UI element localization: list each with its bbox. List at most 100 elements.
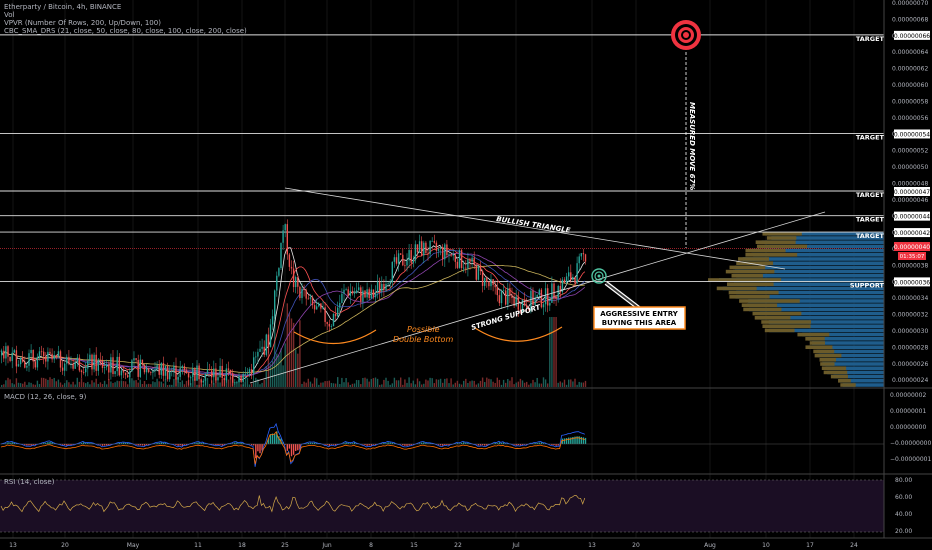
volume-bar — [185, 380, 188, 387]
macd-bar — [523, 444, 526, 445]
candle-body — [332, 313, 335, 327]
candle-body — [116, 356, 118, 372]
macd-bar — [477, 444, 480, 446]
candle-body — [366, 289, 368, 298]
time-axis[interactable]: 13 20 May 11 18 25 Jun 8 15 22 Jul 13 20 Aug 10 17 24 — [9, 542, 858, 549]
volume-bar — [544, 379, 547, 387]
legend-symbol[interactable]: Etherparty / Bitcoin, 4h, BINANCE — [4, 3, 122, 11]
level-price-tag — [894, 187, 930, 196]
macd-bar — [574, 436, 576, 444]
vp-bar — [736, 274, 884, 278]
rsi-legend[interactable]: RSI (14, close) — [4, 478, 55, 486]
legend-vol[interactable]: Vol — [4, 11, 15, 19]
volume-bar — [488, 378, 490, 387]
volume-bar — [364, 377, 366, 387]
candle-body — [582, 253, 585, 255]
volume-bar — [475, 384, 477, 387]
volume-bar — [246, 377, 249, 387]
legend-vpvr[interactable]: VPVR (Number Of Rows, 200, Up/Down, 100) — [4, 19, 161, 27]
candle-body — [496, 287, 498, 296]
macd-bar — [486, 444, 488, 446]
macd-axis[interactable]: 0.00000002 0.00000001 0.00000000 −0.0000000… — [890, 392, 931, 463]
macd-bar — [24, 444, 26, 445]
current-price-tag: 0.00000040 01:35:07 — [894, 242, 930, 260]
vp-bar-up — [736, 261, 774, 265]
rsi-axis[interactable]: 80.00 60.00 40.00 20.00 — [895, 477, 912, 535]
rsi-pane[interactable] — [0, 479, 884, 533]
candle-body — [490, 279, 492, 287]
level-price-tag — [894, 277, 930, 287]
vp-bar — [748, 299, 884, 303]
volume-bar — [82, 382, 85, 387]
macd-bar — [91, 443, 93, 444]
candle-body — [183, 366, 186, 371]
candle-body — [488, 281, 490, 287]
volume-bar — [271, 360, 274, 387]
macd-bar — [64, 444, 66, 446]
price-axis[interactable]: 0.00000070 0.00000068 0.00000066 0.00000064… — [892, 0, 928, 384]
macd-legend[interactable]: MACD (12, 26, close, 9) — [4, 393, 87, 401]
macd-bar — [534, 443, 536, 444]
vp-bar — [768, 232, 884, 236]
vp-bar — [733, 282, 884, 286]
macd-bar — [66, 444, 68, 446]
macd-bar — [198, 442, 200, 444]
volume-bar — [143, 381, 146, 387]
volume-bar — [374, 377, 377, 387]
macd-bar — [135, 444, 137, 445]
volume-bar — [565, 384, 568, 387]
volume-bar — [292, 322, 295, 387]
macd-bar — [469, 443, 471, 444]
candle-body — [17, 364, 20, 367]
volume-bar — [452, 384, 454, 387]
macd-bar — [26, 444, 28, 446]
macd-bar — [551, 444, 553, 445]
vp-bar-up — [731, 274, 763, 278]
candle-body — [311, 297, 314, 306]
candle-body — [206, 369, 209, 374]
current-price-label: 0.00000040 — [894, 244, 930, 251]
candle-body — [372, 289, 375, 298]
volume-bar — [152, 381, 154, 387]
volume-bar — [383, 379, 385, 387]
candle-body — [410, 250, 412, 263]
candle-body — [7, 346, 9, 357]
volume-bar — [297, 353, 299, 387]
volume-bar — [465, 378, 467, 387]
candle-body — [217, 377, 219, 381]
legend-sma[interactable]: CBC_SMA_DRS (21, close, 50, close, 80, c… — [4, 27, 247, 35]
candle-body — [278, 268, 280, 276]
volume-bar — [311, 383, 314, 387]
candle-body — [43, 351, 45, 357]
volume-bar — [557, 382, 559, 387]
candle-body — [78, 357, 81, 371]
candle-body — [519, 309, 522, 312]
vp-bar — [747, 303, 884, 307]
vp-bar-up — [813, 349, 835, 354]
volume-bar — [196, 384, 198, 387]
volume-bar — [439, 378, 442, 387]
candle-body — [5, 346, 7, 359]
macd-bar — [383, 443, 385, 444]
volume-bar — [278, 355, 280, 387]
vp-bar — [736, 290, 884, 295]
candle-body — [299, 286, 301, 299]
double-bottom-label: Double Bottom — [393, 335, 453, 344]
macd-bar — [507, 443, 509, 444]
macd-bar — [34, 444, 36, 446]
volume-bar — [301, 383, 303, 387]
macd-bar — [202, 442, 204, 444]
vp-bar — [809, 345, 884, 349]
volume-bar — [156, 378, 158, 387]
volume-bar — [355, 379, 358, 387]
level-label: TARGET — [856, 35, 885, 43]
level-price-value: 0.00000054 — [894, 131, 930, 138]
rsi-tick: 40.00 — [895, 511, 912, 518]
macd-bar — [259, 444, 261, 454]
macd-pane[interactable] — [0, 422, 884, 467]
price-pane[interactable]: Possible Double Bottom BULLISH TRIANGLE … — [0, 20, 884, 388]
candle-body — [534, 297, 536, 305]
macd-bar — [500, 443, 503, 444]
